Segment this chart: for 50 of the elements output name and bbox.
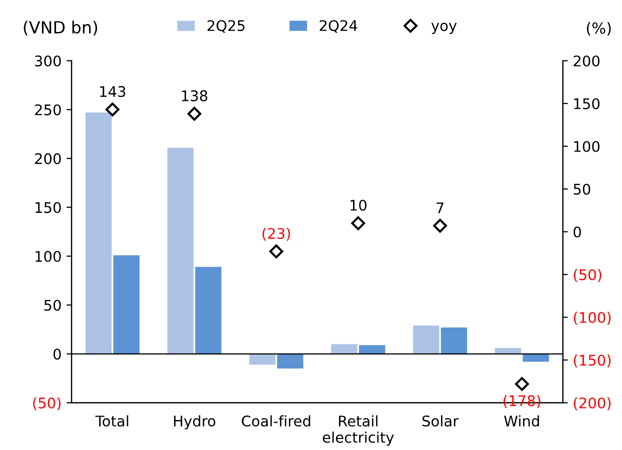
x-tick-label: Wind [504,415,539,427]
y-tick-label: 0 [53,348,61,360]
bar [331,344,358,354]
legend-label: yoy [431,22,457,34]
bar [440,328,468,354]
bar [113,255,140,354]
x-tick-label: Solar [422,415,459,427]
x-tick-label: Coal-fired [242,415,310,427]
y2-axis-title: (%) [586,22,611,36]
y2-tick-label: (150) [574,354,611,368]
y2-tick-label: 100 [574,140,600,152]
x-tick-label: Total [95,415,128,427]
x-tick-label: Retail electricity [322,415,394,446]
point [515,377,529,391]
point [106,102,120,116]
legend-label: 2Q25 [208,20,245,33]
data-label: 138 [182,90,208,102]
bar [413,326,440,354]
bar [494,348,522,354]
point [351,216,366,230]
data-label: 143 [100,86,126,98]
y2-tick-label: 50 [574,184,590,195]
y-tick-label: 200 [35,153,61,164]
bar [249,354,276,365]
data-label: 7 [436,202,444,214]
y2-tick-label: (100) [574,312,611,325]
y-tick-label: 300 [35,55,61,66]
y-tick-label: 50 [44,300,61,311]
y2-tick-label: 200 [574,55,600,66]
x-tick-label: Hydro [174,415,216,430]
data-label: 10 [350,200,366,211]
data-label: (23) [262,228,290,241]
bar [277,354,304,369]
y-tick-label: (50) [33,397,61,410]
bar [195,266,222,354]
y2-tick-label: (200) [574,397,611,410]
point [187,106,202,121]
y-tick-label: 250 [35,104,61,116]
point [433,218,448,233]
y-tick-label: 100 [36,250,61,262]
bar [358,345,386,354]
y2-tick-label: (50) [574,268,602,282]
y2-tick-label: 0 [574,226,581,238]
y2-tick-label: 150 [574,98,600,110]
y-axis-title: (VND bn) [24,20,98,36]
legend-label: 2Q24 [320,20,358,33]
bar [85,112,112,354]
y-tick-label: 150 [36,202,61,214]
bar [167,148,194,354]
point [269,244,284,258]
